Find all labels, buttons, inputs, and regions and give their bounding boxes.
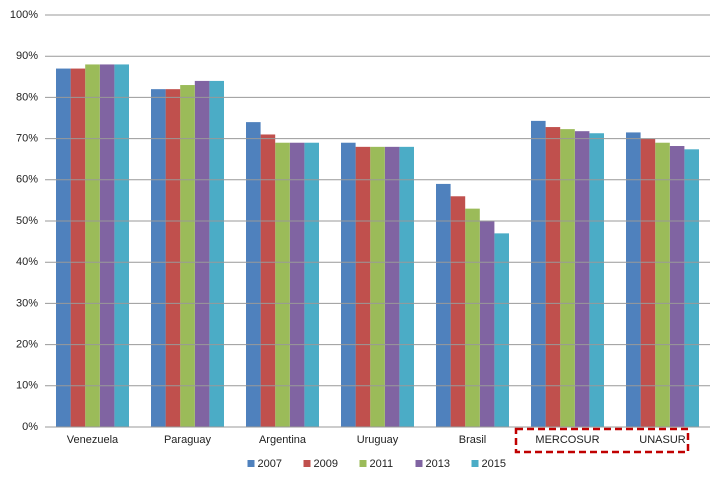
bar: [436, 183, 451, 427]
bar: [531, 120, 546, 427]
bar: [560, 129, 575, 427]
x-tick-label: Uruguay: [357, 434, 399, 446]
bar: [341, 142, 356, 427]
bar: [589, 133, 604, 427]
bar: [640, 138, 656, 427]
bar: [275, 142, 290, 427]
legend-swatch: [415, 460, 423, 467]
bar: [399, 146, 414, 427]
x-tick-label: UNASUR: [639, 434, 686, 446]
y-tick-label: 80%: [16, 91, 38, 103]
legend-label: 2011: [370, 458, 394, 470]
bar: [494, 233, 509, 427]
legend-swatch: [247, 460, 255, 467]
legend-label: 2007: [258, 458, 282, 470]
bar: [626, 132, 641, 428]
bar: [70, 68, 86, 427]
bar: [56, 68, 71, 427]
legend-swatch: [303, 460, 311, 467]
y-tick-label: 30%: [16, 297, 38, 309]
bar: [99, 64, 115, 427]
bar: [574, 131, 590, 427]
bar: [479, 221, 495, 427]
y-tick-label: 90%: [16, 50, 38, 62]
x-tick-label: Brasil: [459, 434, 487, 446]
bar: [370, 146, 385, 427]
x-tick-label: Paraguay: [164, 434, 212, 446]
y-tick-label: 0%: [22, 421, 38, 433]
bar: [180, 85, 195, 427]
y-tick-label: 100%: [10, 9, 38, 21]
bar: [209, 80, 224, 428]
highlight-box: [514, 427, 690, 454]
legend-swatch: [359, 460, 367, 467]
bar: [246, 122, 261, 428]
bar: [165, 89, 181, 427]
bar: [669, 146, 685, 428]
bar: [545, 127, 561, 428]
x-tick-label: MERCOSUR: [535, 434, 599, 446]
bar: [114, 64, 129, 427]
bar: [384, 146, 400, 427]
bar: [355, 146, 371, 427]
y-tick-label: 20%: [16, 339, 38, 351]
bar: [260, 134, 276, 428]
y-tick-label: 10%: [16, 380, 38, 392]
bar: [450, 196, 466, 427]
bar: [304, 142, 319, 427]
bar: [85, 64, 100, 427]
x-tick-label: Venezuela: [67, 434, 119, 446]
bar: [151, 89, 166, 427]
x-tick-label: Argentina: [259, 434, 307, 446]
y-tick-label: 70%: [16, 133, 38, 145]
y-tick-label: 40%: [16, 256, 38, 268]
legend-label: 2009: [314, 458, 338, 470]
legend-label: 2013: [426, 458, 450, 470]
bar: [194, 80, 210, 428]
legend-swatch: [471, 460, 479, 467]
bar: [684, 149, 699, 427]
y-tick-label: 50%: [16, 215, 38, 227]
legend-label: 2015: [482, 458, 506, 470]
y-tick-label: 60%: [16, 174, 38, 186]
bar: [289, 142, 305, 427]
bar: [465, 208, 480, 427]
bar: [655, 142, 670, 427]
